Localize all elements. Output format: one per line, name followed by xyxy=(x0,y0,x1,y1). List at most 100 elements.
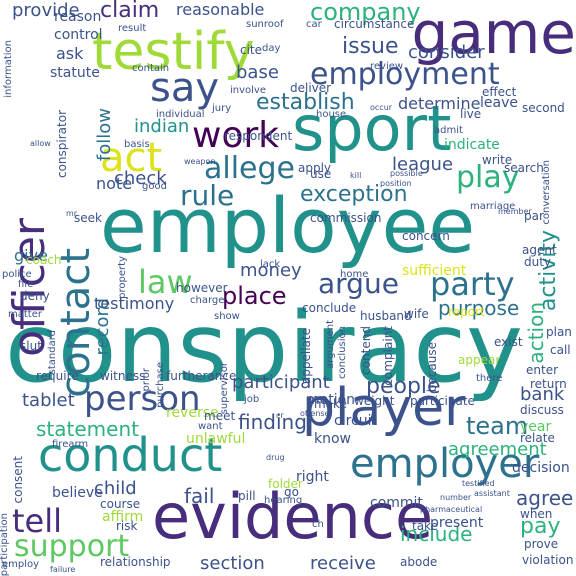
word: prove xyxy=(524,537,559,551)
word: player xyxy=(302,378,466,438)
word: exist xyxy=(494,335,523,349)
word: conduct xyxy=(38,428,223,482)
word: sport xyxy=(292,92,452,165)
word: supervisor xyxy=(219,362,230,415)
word: member xyxy=(498,207,532,216)
word: meet xyxy=(204,409,236,423)
word: conclusion xyxy=(337,326,348,380)
word: game xyxy=(411,0,576,67)
word: ask xyxy=(56,44,84,63)
word: finding xyxy=(238,410,307,434)
word: unlawful xyxy=(186,431,246,447)
word: risk xyxy=(116,519,138,533)
word: when xyxy=(520,507,553,521)
word: tell xyxy=(12,502,63,540)
word: cr xyxy=(276,411,284,420)
word: concern xyxy=(402,229,450,243)
word: control xyxy=(54,27,103,43)
word: respondent xyxy=(224,129,293,143)
word: action xyxy=(524,302,548,364)
word: husband xyxy=(360,309,412,323)
word: bank xyxy=(520,384,565,405)
word: participant xyxy=(232,372,330,393)
word: child xyxy=(94,478,137,499)
word: police xyxy=(2,269,32,280)
word: sunroof xyxy=(246,19,284,30)
word: work xyxy=(192,115,280,156)
word: enter xyxy=(526,363,559,377)
word: conversation xyxy=(541,160,552,225)
word: assistant xyxy=(474,489,510,498)
word: affirm xyxy=(102,509,144,525)
word: car xyxy=(306,19,322,30)
word: take xyxy=(412,519,438,533)
word: par xyxy=(524,209,544,223)
word: pharmaceutical xyxy=(420,505,483,514)
word: employment xyxy=(310,57,500,92)
word: folder xyxy=(268,477,303,491)
word: weapon xyxy=(184,157,216,166)
word: effect xyxy=(482,85,517,99)
word: conspirator xyxy=(55,110,69,179)
word: play xyxy=(456,160,520,195)
word: make xyxy=(314,397,347,411)
word: argument xyxy=(325,320,336,369)
word: say xyxy=(150,65,220,111)
word: statement xyxy=(36,417,139,441)
word: indian xyxy=(134,116,190,137)
word: use xyxy=(310,167,332,181)
word: basis xyxy=(124,139,150,150)
word: witness xyxy=(100,369,146,383)
word: tablet xyxy=(22,390,75,411)
word: determine xyxy=(398,94,481,113)
word: decision xyxy=(512,460,570,476)
word: testified xyxy=(462,479,495,488)
word: admit xyxy=(434,125,463,136)
word: people xyxy=(366,374,441,399)
word: occur xyxy=(370,103,393,112)
word: course xyxy=(100,497,141,511)
word: team xyxy=(466,412,529,440)
word: company xyxy=(310,0,421,26)
word: indicate xyxy=(444,137,500,153)
word: claim xyxy=(100,0,160,23)
word: follow xyxy=(94,108,115,162)
word: appellate xyxy=(299,328,313,385)
word: duty xyxy=(524,255,552,269)
word: statute xyxy=(50,65,100,81)
word: possible xyxy=(390,169,423,178)
word: testify xyxy=(92,22,255,82)
word: result xyxy=(118,23,147,34)
word: reverse xyxy=(166,405,219,421)
word: place xyxy=(222,282,287,310)
word: leave xyxy=(480,95,518,111)
word: require xyxy=(36,369,79,383)
word: agreement xyxy=(448,439,547,460)
word: reasonable xyxy=(176,0,265,19)
word: return xyxy=(530,377,567,391)
word: house xyxy=(316,109,347,120)
word: prior xyxy=(141,368,152,392)
word: wife xyxy=(404,307,429,321)
word: seek xyxy=(74,211,102,225)
word: want xyxy=(198,421,223,432)
word: charge xyxy=(190,295,225,306)
word: include xyxy=(400,522,473,546)
word: weight xyxy=(354,394,395,408)
word: number xyxy=(440,493,472,502)
word: write xyxy=(482,153,513,167)
word: year xyxy=(520,419,552,435)
word: matter xyxy=(8,309,42,320)
word: coach xyxy=(26,253,62,267)
word: involve xyxy=(230,85,267,96)
word: slut xyxy=(20,339,42,353)
word: individual xyxy=(156,109,205,120)
word: present xyxy=(430,515,484,531)
word: home xyxy=(340,269,369,280)
word: because xyxy=(425,342,439,393)
word: call xyxy=(550,343,571,357)
word: establish xyxy=(256,90,355,115)
word: allow xyxy=(30,139,51,148)
word: act xyxy=(100,135,163,181)
word: check xyxy=(114,168,167,189)
